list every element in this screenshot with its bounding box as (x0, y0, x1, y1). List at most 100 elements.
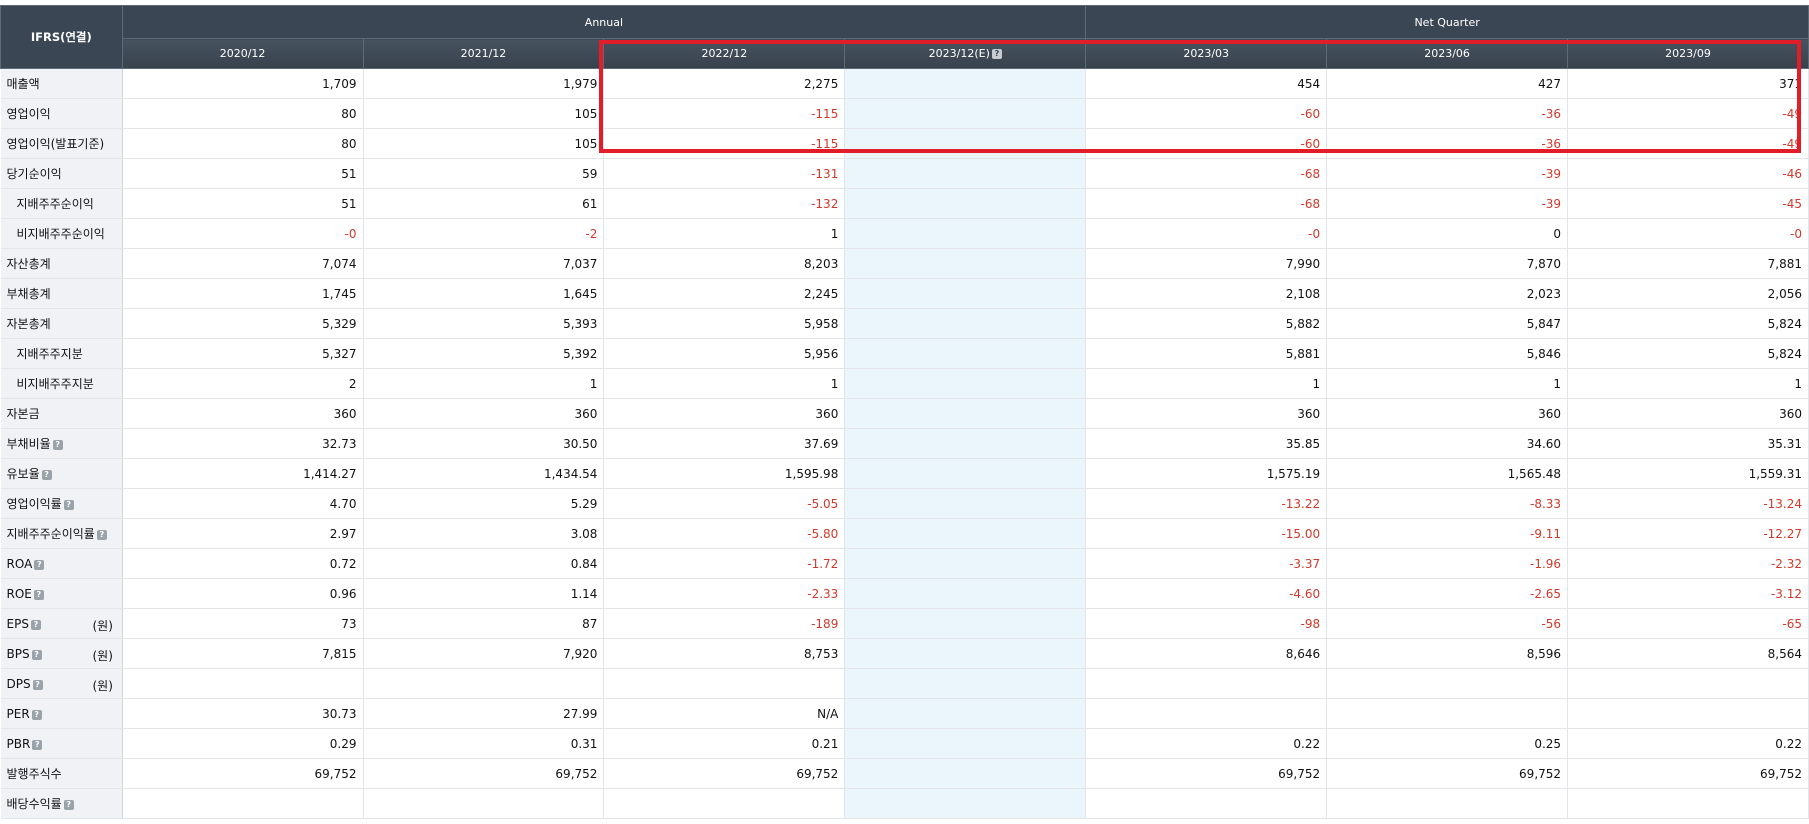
value-cell: 1,709 (122, 68, 364, 99)
value-cell: 1,575.19 (1085, 458, 1328, 489)
table-row: 지배주주지분 5,327 5,392 5,956 5,881 5,846 5,824 (0, 338, 1809, 369)
value-cell: -49 (1567, 98, 1809, 129)
value-cell: 1 (1567, 368, 1809, 399)
help-icon[interactable]: ? (30, 619, 41, 630)
value-cell: 360 (1085, 398, 1328, 429)
value-cell (844, 218, 1087, 249)
value-cell: 2.97 (122, 518, 364, 549)
value-cell: 5,393 (363, 308, 605, 339)
value-cell (844, 248, 1087, 279)
value-cell: -2.32 (1567, 548, 1809, 579)
row-label-cell: 비지배주주지분 (0, 368, 123, 399)
table-row: 영업이익 80 105 -115 -60 -36 -49 (0, 98, 1809, 129)
value-cell: 0.31 (363, 728, 605, 759)
row-label-cell: 지배주주순이익률? (0, 518, 123, 549)
value-cell (844, 758, 1087, 789)
value-cell: 2,245 (603, 278, 846, 309)
table-corner-header: IFRS(연결) (0, 5, 123, 69)
table-row: 발행주식수 69,752 69,752 69,752 69,752 69,752 69,75… (0, 758, 1809, 789)
table-row: 유보율? 1,414.27 1,434.54 1,595.98 1,575.19 1,56… (0, 458, 1809, 489)
value-cell: 34.60 (1326, 428, 1569, 459)
row-label-cell: 지배주주지분 (0, 338, 123, 369)
table-row: EPS? (원) 73 87 -189 -98 -56 -65 (0, 608, 1809, 639)
value-cell: -39 (1326, 158, 1569, 189)
value-cell: 8,564 (1567, 638, 1809, 669)
help-icon[interactable]: ? (33, 589, 44, 600)
value-cell: -36 (1326, 128, 1569, 159)
row-label: 매출액 (6, 77, 40, 91)
row-label-cell: 영업이익 (0, 98, 123, 129)
value-cell: -12.27 (1567, 518, 1809, 549)
row-label-cell: 부채비율? (0, 428, 123, 459)
help-icon[interactable]: ? (96, 530, 107, 540)
value-cell: 8,203 (603, 248, 846, 279)
value-cell: 1 (1326, 368, 1569, 399)
row-label: 발행주식수 (6, 767, 62, 781)
table-row: BPS? (원) 7,815 7,920 8,753 8,646 8,596 8,564 (0, 638, 1809, 669)
value-cell: 7,920 (363, 638, 605, 669)
row-label: ROE (6, 586, 32, 601)
row-label-cell: ROE? (0, 578, 123, 609)
value-cell: 1,979 (363, 68, 605, 99)
financial-summary-table: IFRS(연결) Annual Net Quarter 2020/12 2021/… (0, 5, 1809, 819)
value-cell: -115 (603, 128, 846, 159)
row-label-cell: 부채총계 (0, 278, 123, 309)
period-header-4: 2023/03 (1085, 38, 1328, 69)
help-icon[interactable]: ? (31, 709, 42, 720)
value-cell: 2 (122, 368, 364, 399)
value-cell (844, 518, 1087, 549)
help-icon[interactable]: ? (63, 500, 74, 510)
value-cell: 5,881 (1085, 338, 1328, 369)
value-cell: 5,847 (1326, 308, 1569, 339)
value-cell: -3.37 (1085, 548, 1328, 579)
value-cell: -2.33 (603, 578, 846, 609)
value-cell: -13.24 (1567, 488, 1809, 519)
value-cell: -2 (363, 218, 605, 249)
help-icon[interactable]: ? (32, 739, 43, 750)
row-label: 영업이익 (6, 107, 51, 121)
help-icon[interactable]: ? (991, 49, 1002, 59)
value-cell: 2,108 (1085, 278, 1328, 309)
value-cell: 1 (603, 368, 846, 399)
value-cell: 371 (1567, 68, 1809, 99)
row-label: 자산총계 (6, 257, 51, 271)
value-cell (844, 728, 1087, 759)
table-row: 매출액 1,709 1,979 2,275 454 427 371 (0, 68, 1809, 99)
value-cell: 5,882 (1085, 308, 1328, 339)
help-icon[interactable]: ? (34, 559, 45, 570)
row-label: 당기순이익 (6, 167, 62, 181)
table-row: DPS? (원) (0, 668, 1809, 699)
value-cell: 32.73 (122, 428, 364, 459)
row-label: EPS (6, 616, 29, 631)
value-cell: -131 (603, 158, 846, 189)
value-cell: -0 (1085, 218, 1328, 249)
value-cell (844, 548, 1087, 579)
help-icon[interactable]: ? (41, 470, 52, 480)
value-cell: 0.22 (1567, 728, 1809, 759)
value-cell: 360 (1567, 398, 1809, 429)
row-label-cell: DPS? (원) (0, 668, 123, 699)
value-cell (844, 338, 1087, 369)
help-icon[interactable]: ? (52, 440, 63, 450)
value-cell: 80 (122, 128, 364, 159)
value-cell: 0.22 (1085, 728, 1328, 759)
row-label-cell: 영업이익(발표기준) (0, 128, 123, 159)
value-cell (1085, 668, 1328, 699)
help-icon[interactable]: ? (63, 800, 74, 810)
value-cell (844, 398, 1087, 429)
row-label-cell: EPS? (원) (0, 608, 123, 639)
help-icon[interactable]: ? (31, 649, 42, 660)
table-row: 부채총계 1,745 1,645 2,245 2,108 2,023 2,056 (0, 278, 1809, 309)
row-label-cell: ROA? (0, 548, 123, 579)
value-cell: N/A (603, 698, 846, 729)
value-cell: 0.21 (603, 728, 846, 759)
value-cell: 1 (603, 218, 846, 249)
value-cell (603, 668, 846, 699)
value-cell: 30.50 (363, 428, 605, 459)
unit-label: (원) (92, 649, 113, 663)
value-cell: -1.96 (1326, 548, 1569, 579)
row-label-cell: 배당수익률? (0, 788, 123, 819)
help-icon[interactable]: ? (32, 679, 43, 690)
value-cell: 73 (122, 608, 364, 639)
table-row: ROE? 0.96 1.14 -2.33 -4.60 -2.65 -3.12 (0, 578, 1809, 609)
